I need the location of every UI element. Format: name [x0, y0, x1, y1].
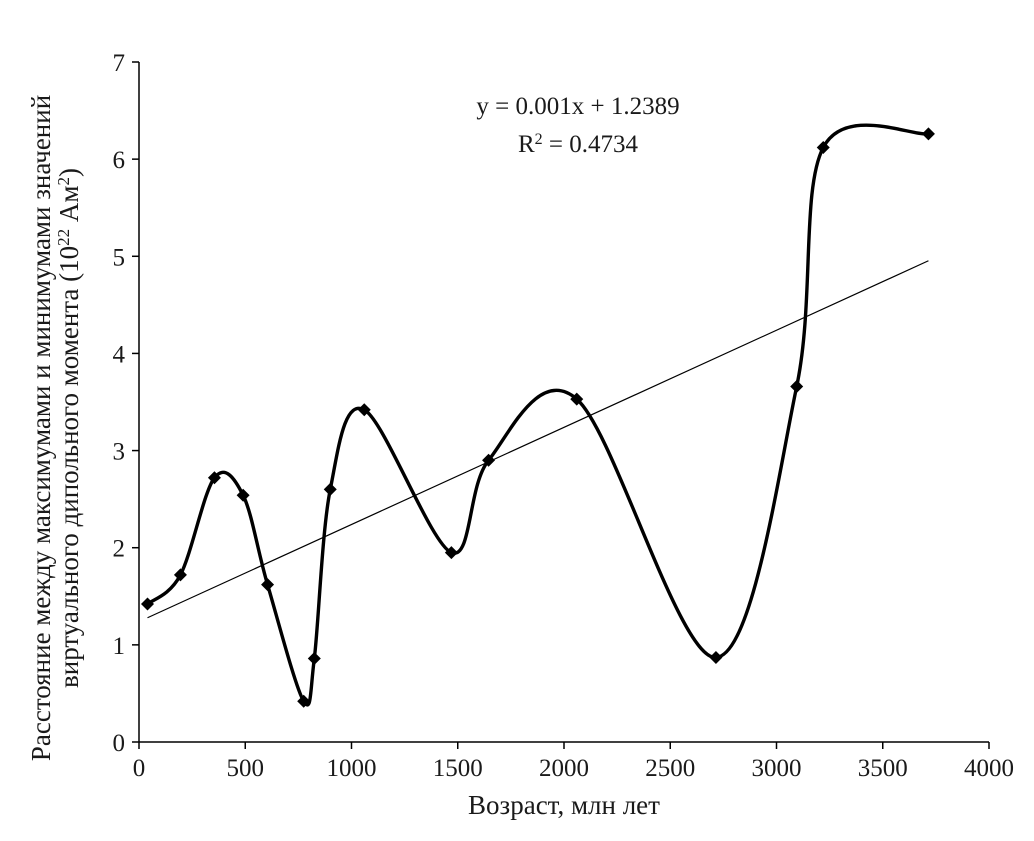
y-axis-title-line-1: Расстояние между максимумами и минимумам…: [26, 95, 56, 761]
trendline: [147, 260, 929, 619]
y-axis-title-line-2: виртуального дипольного момента (1022 Ам…: [54, 168, 85, 688]
axes: [138, 62, 989, 743]
x-tick-label: 3000: [752, 755, 802, 782]
data-point-marker: [323, 482, 337, 496]
series-line: [146, 123, 929, 707]
data-point-marker: [141, 597, 154, 611]
trendline-equation: y = 0.001x + 1.2389: [476, 93, 679, 120]
y-tick-label: 4: [113, 341, 126, 368]
data-point-marker: [816, 140, 830, 154]
data-point-marker: [790, 379, 804, 393]
y-tick-label: 5: [113, 244, 126, 271]
y-axis-title-group: Расстояние между максимумами и минимумам…: [26, 95, 84, 761]
x-tick-label: 2000: [539, 755, 589, 782]
x-tick-label: 1500: [433, 755, 483, 782]
x-tick-label: 4000: [964, 755, 1014, 782]
data-point-marker: [357, 403, 371, 417]
data-point-marker: [921, 127, 935, 141]
trendline-r-squared: R2 = 0.4734: [518, 131, 639, 159]
x-axis-ticks: 0 500 1000 1500 2000 2500 3000 3500 4000: [133, 742, 1014, 782]
data-point-marker: [307, 651, 321, 665]
y-axis-ticks: 0 1 2 3 4 5 6 7: [113, 50, 139, 757]
y-tick-label: 1: [113, 633, 126, 660]
x-axis-title: Возраст, млн лет: [468, 790, 660, 820]
y-tick-label: 7: [113, 50, 126, 77]
data-point-marker: [709, 650, 723, 664]
x-tick-label: 3500: [858, 755, 908, 782]
x-tick-label: 500: [227, 755, 265, 782]
data-point-marker: [173, 568, 187, 582]
data-point-marker: [297, 694, 311, 708]
data-point-marker: [482, 453, 496, 467]
data-point-marker: [236, 488, 250, 502]
trendline-layer: [147, 260, 929, 619]
data-point-marker: [570, 392, 584, 406]
x-tick-label: 0: [133, 755, 146, 782]
y-tick-label: 3: [113, 439, 126, 466]
y-tick-label: 6: [113, 147, 126, 174]
markers-layer: [141, 127, 935, 708]
data-point-marker: [207, 471, 221, 485]
x-tick-label: 1000: [327, 755, 377, 782]
data-point-marker: [444, 546, 458, 560]
y-tick-label: 0: [113, 730, 126, 757]
data-point-marker: [261, 578, 275, 592]
x-tick-label: 2500: [645, 755, 695, 782]
y-tick-label: 2: [113, 536, 126, 563]
series-layer: [146, 123, 929, 707]
